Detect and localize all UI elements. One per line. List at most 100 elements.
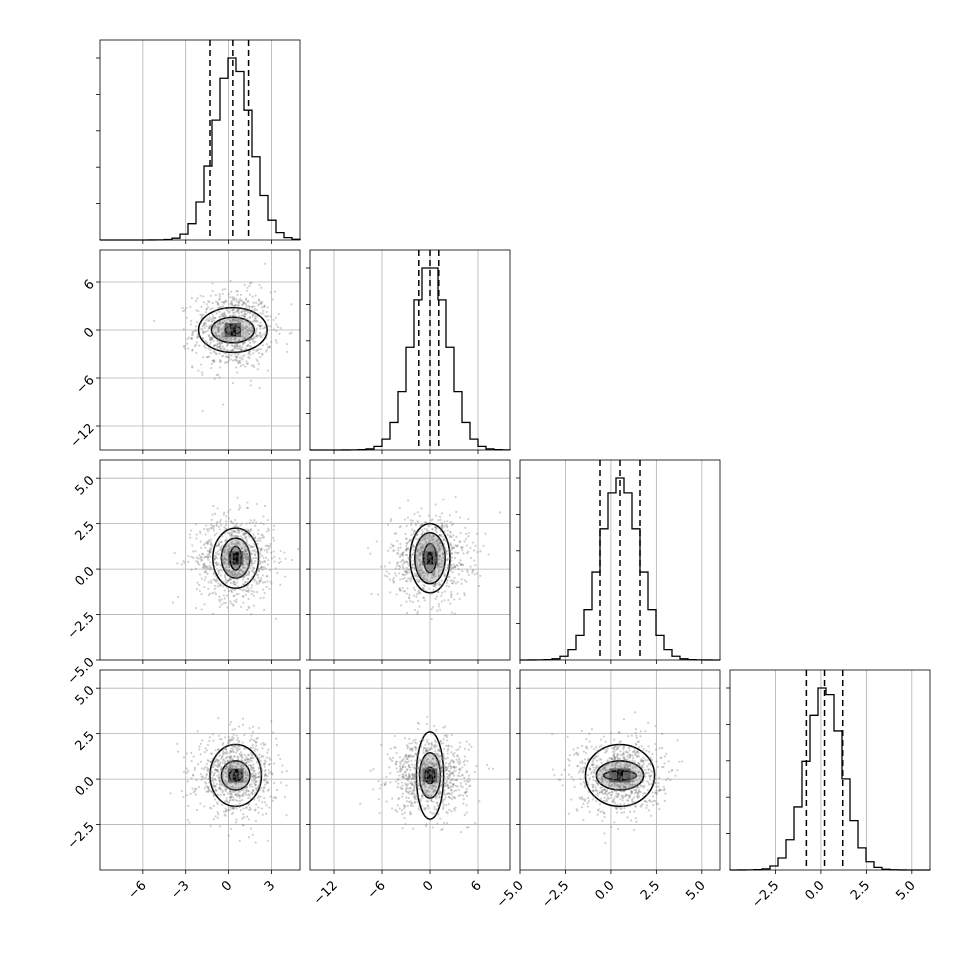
scatter-point xyxy=(266,332,268,334)
scatter-point xyxy=(242,578,244,580)
scatter-point xyxy=(414,768,416,770)
scatter-point xyxy=(277,326,279,328)
scatter-point xyxy=(419,543,421,545)
scatter-point xyxy=(442,782,444,784)
scatter-point xyxy=(221,804,223,806)
scatter-point xyxy=(243,734,245,736)
scatter-point xyxy=(418,568,420,570)
scatter-point xyxy=(440,538,442,540)
scatter-point xyxy=(227,786,229,788)
scatter-point xyxy=(248,768,250,770)
scatter-point xyxy=(199,802,201,804)
scatter-point xyxy=(267,370,269,372)
scatter-point xyxy=(423,559,425,561)
scatter-point xyxy=(196,321,198,323)
scatter-point xyxy=(191,334,193,336)
scatter-point xyxy=(212,740,214,742)
scatter-point xyxy=(240,311,242,313)
scatter-point xyxy=(428,588,430,590)
scatter-point xyxy=(260,522,262,524)
scatter-point xyxy=(198,584,200,586)
scatter-point xyxy=(270,315,272,317)
scatter-point xyxy=(221,566,223,568)
scatter-point xyxy=(248,836,250,838)
scatter-point xyxy=(387,753,389,755)
scatter-point xyxy=(207,306,209,308)
scatter-point xyxy=(228,306,230,308)
scatter-point xyxy=(257,577,259,579)
scatter-point xyxy=(663,786,665,788)
scatter-point xyxy=(221,535,223,537)
scatter-point xyxy=(225,524,227,526)
scatter-point xyxy=(474,771,476,773)
scatter-point xyxy=(230,549,232,551)
scatter-point xyxy=(239,356,241,358)
scatter-point xyxy=(234,551,236,553)
scatter-point xyxy=(453,784,455,786)
scatter-point xyxy=(253,753,255,755)
scatter-point xyxy=(218,526,220,528)
scatter-point xyxy=(256,791,258,793)
scatter-point xyxy=(263,791,265,793)
scatter-point xyxy=(389,591,391,593)
scatter-point xyxy=(254,553,256,555)
scatter-point xyxy=(205,342,207,344)
scatter-point xyxy=(466,569,468,571)
scatter-point xyxy=(260,315,262,317)
scatter-point xyxy=(219,366,221,368)
scatter-point xyxy=(229,796,231,798)
scatter-point xyxy=(425,823,427,825)
scatter-point xyxy=(221,781,223,783)
scatter-point xyxy=(233,603,235,605)
scatter-point xyxy=(409,519,411,521)
scatter-point xyxy=(192,775,194,777)
scatter-point xyxy=(252,763,254,765)
scatter-point xyxy=(454,807,456,809)
scatter-point xyxy=(247,563,249,565)
scatter-point xyxy=(224,288,226,290)
scatter-point xyxy=(231,758,233,760)
scatter-point xyxy=(225,757,227,759)
scatter-point xyxy=(448,548,450,550)
scatter-point xyxy=(430,819,432,821)
scatter-point xyxy=(216,521,218,523)
scatter-point xyxy=(217,330,219,332)
scatter-point xyxy=(242,571,244,573)
scatter-point xyxy=(237,561,239,563)
scatter-point xyxy=(600,748,602,750)
scatter-point xyxy=(408,738,410,740)
scatter-point xyxy=(412,739,414,741)
scatter-point xyxy=(206,763,208,765)
scatter-point xyxy=(267,306,269,308)
scatter-point xyxy=(185,307,187,309)
scatter-point xyxy=(468,532,470,534)
scatter-point xyxy=(190,320,192,322)
scatter-point xyxy=(413,587,415,589)
scatter-point xyxy=(208,581,210,583)
scatter-point xyxy=(221,791,223,793)
scatter-point xyxy=(210,580,212,582)
scatter-point xyxy=(430,760,432,762)
scatter-point xyxy=(463,540,465,542)
scatter-point xyxy=(477,551,479,553)
scatter-point xyxy=(403,590,405,592)
scatter-point xyxy=(260,303,262,305)
scatter-point xyxy=(182,796,184,798)
scatter-point xyxy=(238,527,240,529)
scatter-point xyxy=(418,585,420,587)
scatter-point xyxy=(187,819,189,821)
scatter-point xyxy=(233,538,235,540)
scatter-point xyxy=(201,739,203,741)
scatter-point xyxy=(208,320,210,322)
scatter-point xyxy=(422,589,424,591)
scatter-point xyxy=(195,794,197,796)
scatter-point xyxy=(230,520,232,522)
scatter-point xyxy=(202,337,204,339)
scatter-point xyxy=(407,516,409,518)
scatter-point xyxy=(219,549,221,551)
scatter-point xyxy=(281,764,283,766)
scatter-point xyxy=(402,793,404,795)
scatter-point xyxy=(465,533,467,535)
scatter-point xyxy=(209,308,211,310)
scatter-point xyxy=(244,366,246,368)
